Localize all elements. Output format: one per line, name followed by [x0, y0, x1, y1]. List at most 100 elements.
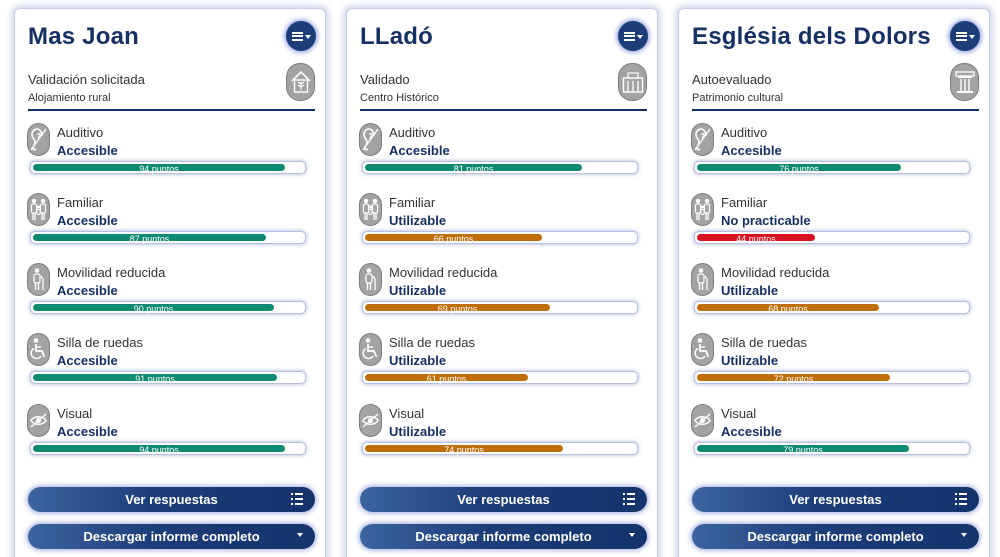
reduced-mobility-icon	[359, 263, 382, 296]
score-label: 44 puntos	[736, 234, 776, 244]
score-bar-fill: 87 puntos	[33, 234, 266, 244]
card-title: Mas Joan	[28, 23, 139, 50]
score-bar: 79 puntos	[694, 442, 970, 455]
ear-icon	[27, 123, 50, 156]
download-report-button[interactable]: Descargar informe completo	[692, 524, 979, 549]
score-bar-fill: 94 puntos	[33, 164, 285, 174]
metric-name: Auditivo	[721, 125, 768, 140]
metric-level: Utilizable	[721, 283, 779, 298]
view-responses-button[interactable]: Ver respuestas	[28, 487, 315, 512]
metric-level: Utilizable	[389, 424, 447, 439]
accessibility-metric: Silla de ruedas Utilizable 72 puntos	[691, 333, 981, 397]
card-title: LLadó	[360, 23, 433, 50]
place-category: Patrimonio cultural	[692, 92, 784, 104]
score-label: 90 puntos	[133, 304, 174, 314]
accessibility-metric: Familiar Accesible 87 puntos	[27, 193, 317, 257]
reduced-mobility-icon	[27, 263, 50, 296]
card-title: Església dels Dolors	[692, 23, 931, 50]
score-bar-fill: 72 puntos	[697, 374, 890, 384]
card-menu-button[interactable]	[618, 21, 648, 51]
view-responses-label: Ver respuestas	[457, 492, 550, 507]
metric-level: No practicable	[721, 213, 811, 228]
card-menu-button[interactable]	[286, 21, 316, 51]
metric-level: Accesible	[57, 143, 118, 158]
historic-building-icon	[618, 63, 647, 101]
accessibility-metric: Auditivo Accesible 94 puntos	[27, 123, 317, 187]
metric-level: Accesible	[57, 283, 118, 298]
score-label: 91 puntos	[135, 374, 175, 384]
score-bar: 68 puntos	[694, 301, 970, 314]
score-bar: 61 puntos	[362, 371, 638, 384]
metric-level: Accesible	[721, 424, 782, 439]
metric-level: Accesible	[57, 353, 118, 368]
metric-level: Utilizable	[721, 353, 779, 368]
accessibility-metric: Visual Accesible 94 puntos	[27, 404, 317, 468]
download-report-button[interactable]: Descargar informe completo	[28, 524, 315, 549]
hamburger-dropdown-icon	[955, 31, 975, 41]
metric-level: Accesible	[57, 213, 118, 228]
score-bar: 90 puntos	[30, 301, 306, 314]
place-card: LLadó Validado Centro Histórico Auditivo Acc…	[346, 8, 658, 557]
score-bar: 87 puntos	[30, 231, 306, 244]
caret-down-icon	[629, 533, 635, 537]
validation-status: Autoevaluado	[692, 72, 772, 87]
view-responses-button[interactable]: Ver respuestas	[360, 487, 647, 512]
score-label: 68 puntos	[768, 304, 808, 314]
metric-name: Visual	[57, 406, 93, 421]
metric-name: Familiar	[389, 195, 436, 210]
download-report-label: Descargar informe completo	[415, 529, 592, 544]
score-bar-fill: 44 puntos	[697, 234, 815, 244]
score-bar: 72 puntos	[694, 371, 970, 384]
card-menu-button[interactable]	[950, 21, 980, 51]
family-icon	[359, 193, 382, 226]
ear-icon	[691, 123, 714, 156]
accessibility-metric: Silla de ruedas Utilizable 61 puntos	[359, 333, 649, 397]
caret-down-icon	[961, 533, 967, 537]
metric-level: Utilizable	[389, 283, 447, 298]
metric-level: Utilizable	[389, 213, 447, 228]
score-bar: 66 puntos	[362, 231, 638, 244]
validation-status: Validación solicitada	[28, 72, 145, 87]
score-bar-fill: 90 puntos	[33, 304, 274, 314]
ear-icon	[359, 123, 382, 156]
header-divider	[692, 109, 979, 111]
view-responses-label: Ver respuestas	[125, 492, 218, 507]
score-bar-fill: 91 puntos	[33, 374, 277, 384]
eye-icon	[359, 404, 382, 437]
hamburger-dropdown-icon	[291, 31, 311, 41]
metric-name: Silla de ruedas	[57, 335, 143, 350]
eye-icon	[691, 404, 714, 437]
place-card: Església dels Dolors Autoevaluado Patrimon…	[678, 8, 990, 557]
accessibility-metric: Movilidad reducida Accesible 90 puntos	[27, 263, 317, 327]
score-label: 76 puntos	[779, 164, 819, 174]
score-label: 69 puntos	[437, 304, 478, 314]
score-bar-fill: 76 puntos	[697, 164, 901, 174]
score-label: 87 puntos	[129, 234, 170, 244]
download-report-button[interactable]: Descargar informe completo	[360, 524, 647, 549]
score-bar: 81 puntos	[362, 161, 638, 174]
column-heritage-icon	[950, 63, 979, 101]
view-responses-button[interactable]: Ver respuestas	[692, 487, 979, 512]
accessibility-metric: Visual Accesible 79 puntos	[691, 404, 981, 468]
score-label: 66 puntos	[433, 234, 474, 244]
score-label: 81 puntos	[453, 164, 494, 174]
list-icon	[955, 493, 967, 505]
place-card: Mas Joan Validación solicitada Alojamiento…	[14, 8, 326, 557]
score-bar: 74 puntos	[362, 442, 638, 455]
eye-icon	[27, 404, 50, 437]
score-bar-fill: 61 puntos	[365, 374, 528, 384]
score-bar-fill: 79 puntos	[697, 445, 909, 455]
score-bar-fill: 81 puntos	[365, 164, 582, 174]
accessibility-metric: Movilidad reducida Utilizable 69 puntos	[359, 263, 649, 327]
metric-name: Familiar	[57, 195, 104, 210]
metric-name: Auditivo	[389, 125, 436, 140]
header-divider	[360, 109, 647, 111]
metric-name: Auditivo	[57, 125, 104, 140]
score-bar-fill: 68 puntos	[697, 304, 879, 314]
hamburger-dropdown-icon	[623, 31, 643, 41]
download-report-label: Descargar informe completo	[747, 529, 924, 544]
metric-name: Movilidad reducida	[721, 265, 830, 280]
accessibility-metric: Familiar Utilizable 66 puntos	[359, 193, 649, 257]
wheelchair-icon	[691, 333, 714, 366]
score-bar-fill: 69 puntos	[365, 304, 550, 314]
